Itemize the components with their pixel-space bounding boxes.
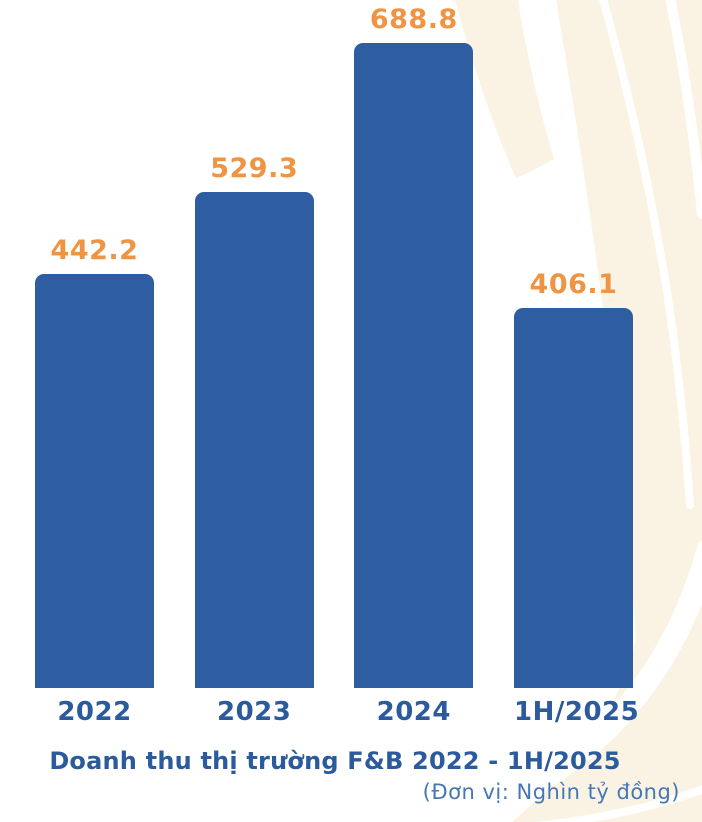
bar-category-label: 1H/2025 bbox=[514, 697, 640, 727]
bar-value-label: 406.1 bbox=[529, 269, 618, 300]
bar-group: 442.2 2022 bbox=[35, 235, 154, 727]
bar bbox=[354, 43, 474, 688]
swoosh-white-band bbox=[480, 540, 702, 814]
swoosh-white-arc-3 bbox=[535, 785, 702, 822]
swoosh-outer-sliver bbox=[455, 0, 554, 178]
bar-category-label: 2024 bbox=[376, 697, 451, 727]
chart-title: Doanh thu thị trường F&B 2022 - 1H/2025 bbox=[49, 747, 621, 775]
bar-group: 529.3 2023 bbox=[194, 153, 314, 727]
swoosh-white-arc-1 bbox=[599, 0, 694, 509]
bar bbox=[194, 192, 314, 688]
bar-category-label: 2023 bbox=[217, 697, 292, 727]
bar bbox=[514, 308, 633, 688]
bar-group: 406.1 1H/2025 bbox=[514, 269, 639, 727]
bar-value-label: 442.2 bbox=[50, 235, 139, 266]
bar bbox=[35, 274, 154, 688]
swoosh-white-arc-2 bbox=[665, 0, 702, 219]
bar-value-label: 688.8 bbox=[369, 4, 458, 35]
bar-value-label: 529.3 bbox=[210, 153, 299, 184]
chart-unit-note: (Đơn vị: Nghìn tỷ đồng) bbox=[422, 780, 680, 804]
bar-category-label: 2022 bbox=[57, 697, 132, 727]
bar-group: 688.8 2024 bbox=[354, 4, 474, 727]
